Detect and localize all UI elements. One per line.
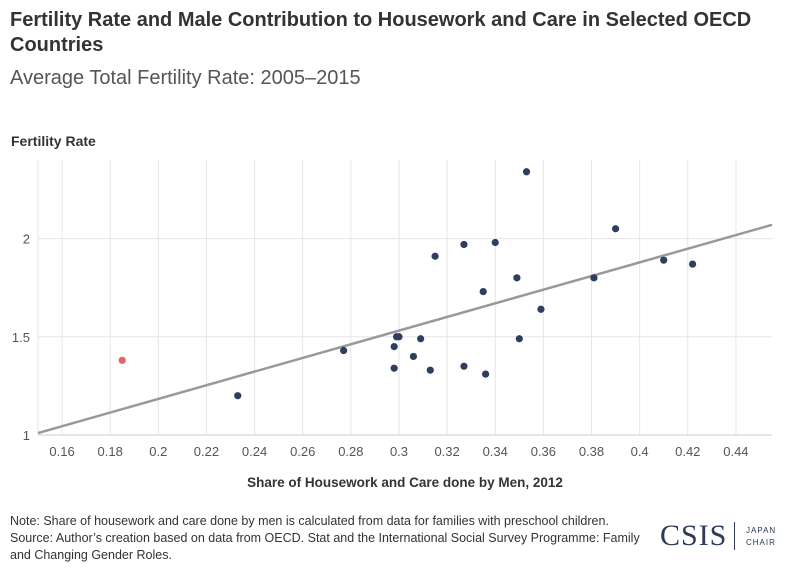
- x-tick-label: 0.42: [675, 444, 700, 459]
- x-axis-label: Share of Housework and Care done by Men,…: [247, 475, 563, 490]
- data-point: [417, 335, 425, 343]
- chart-title: Fertility Rate and Male Contribution to …: [10, 9, 752, 56]
- x-tick-label: 0.36: [531, 444, 556, 459]
- grid-lines: [38, 160, 772, 436]
- x-tick-label: 0.44: [723, 444, 748, 459]
- data-point: [522, 168, 531, 176]
- data-point: [513, 274, 521, 282]
- x-tick-label: 0.18: [98, 444, 123, 459]
- data-point: [395, 333, 403, 341]
- logo-divider: [734, 522, 735, 550]
- data-point: [431, 252, 439, 260]
- data-point: [460, 240, 468, 249]
- x-tick-label: 0.3: [390, 444, 408, 459]
- x-tick-label: 0.26: [290, 444, 315, 459]
- logo-main-text: CSIS: [660, 519, 728, 552]
- x-tick-label: 0.16: [49, 444, 74, 459]
- data-point: [340, 346, 348, 355]
- data-point: [234, 392, 242, 400]
- footnote: Note: Share of housework and care done b…: [10, 514, 640, 562]
- x-tick-label: 0.32: [434, 444, 459, 459]
- data-point: [688, 260, 697, 268]
- data-point: [660, 256, 668, 264]
- x-tick-label: 0.34: [483, 444, 508, 459]
- x-tick-label: 0.4: [631, 444, 649, 459]
- x-tick-label: 0.28: [338, 444, 363, 459]
- y-tick-label: 1: [23, 428, 30, 443]
- data-point: [537, 305, 545, 313]
- x-tick-label: 0.2: [149, 444, 167, 459]
- data-point: [460, 362, 468, 370]
- data-point: [482, 370, 490, 378]
- y-tick-labels: 11.52: [12, 232, 30, 443]
- data-point: [390, 343, 398, 351]
- data-point: [491, 238, 499, 247]
- data-point: [479, 288, 487, 296]
- data-point: [590, 274, 598, 282]
- x-tick-label: 0.24: [242, 444, 267, 459]
- chart-subtitle: Average Total Fertility Rate: 2005–2015: [10, 67, 361, 89]
- highlighted-data-point: [118, 356, 126, 364]
- data-point: [390, 364, 398, 372]
- trendline-group: [37, 223, 773, 435]
- logo-sub-text: JAPAN CHAIR: [746, 526, 777, 547]
- data-point: [611, 225, 620, 233]
- data-points: [118, 168, 697, 400]
- data-point: [409, 352, 418, 361]
- trendline: [37, 223, 773, 435]
- x-tick-label: 0.38: [579, 444, 604, 459]
- axes: [37, 160, 772, 436]
- y-tick-label: 1.5: [12, 330, 30, 345]
- y-axis-label: Fertility Rate: [11, 133, 96, 149]
- data-point: [426, 366, 434, 374]
- x-tick-label: 0.22: [194, 444, 219, 459]
- scatter-chart: 0.16 0.18 0.2 0.22 0.24 0.26 0.28 0.3 0.32 0.34 0.…: [12, 160, 773, 490]
- data-point: [515, 335, 523, 343]
- x-tick-labels: 0.16 0.18 0.2 0.22 0.24 0.26 0.28 0.3 0.32 0.34 0.…: [49, 444, 748, 459]
- y-tick-label: 2: [23, 232, 30, 247]
